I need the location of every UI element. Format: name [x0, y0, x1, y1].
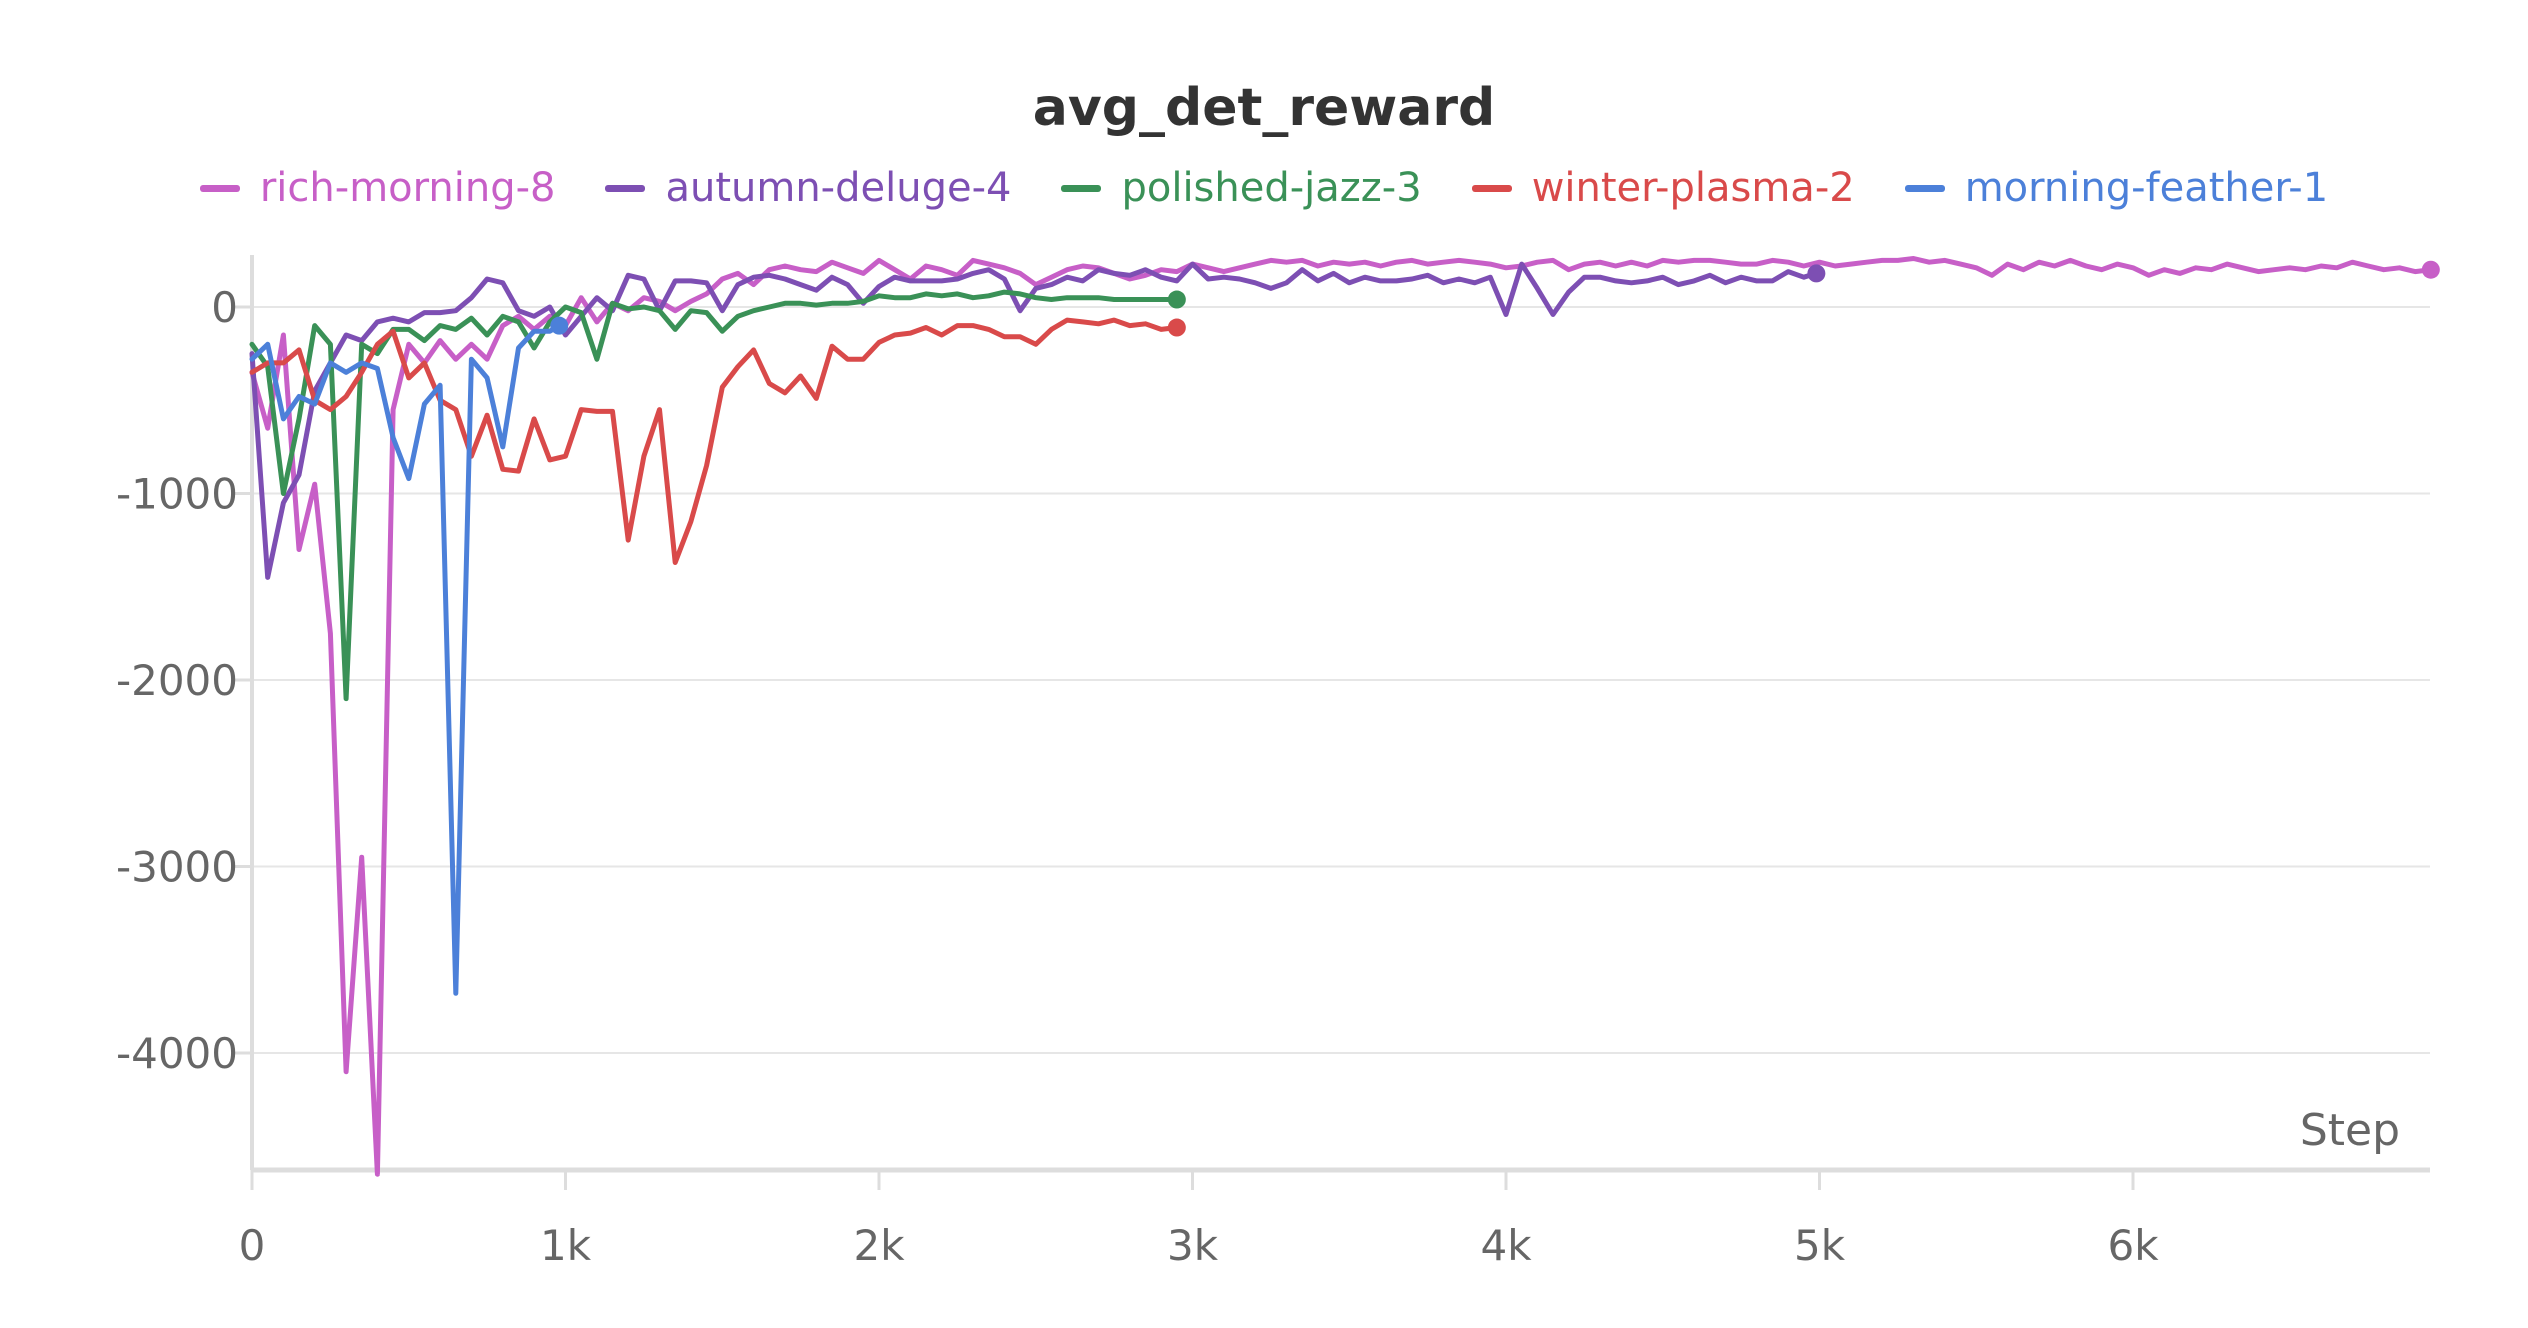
legend-swatch: [1061, 184, 1102, 192]
y-tick-label: -2000: [116, 656, 238, 705]
legend-swatch: [199, 184, 240, 192]
legend-item-polished-jazz-3: polished-jazz-3: [1061, 165, 1422, 211]
legend-label: polished-jazz-3: [1121, 165, 1422, 211]
x-tick-label: 2k: [853, 1221, 905, 1270]
legend-label: rich-morning-8: [259, 165, 556, 211]
x-tick-label: 1k: [540, 1221, 592, 1270]
legend-label: autumn-deluge-4: [665, 165, 1012, 211]
series-line-rich-morning-8: [249, 256, 2434, 1177]
series-line-polished-jazz-3: [249, 289, 1180, 702]
y-tick-label: -4000: [116, 1029, 238, 1078]
x-tick-label: 5k: [1794, 1221, 1846, 1270]
chart-title: avg_det_reward: [1032, 78, 1496, 138]
legend-item-winter-plasma-2: winter-plasma-2: [1471, 165, 1855, 211]
y-tick-label: -3000: [116, 843, 238, 892]
legend-label: winter-plasma-2: [1531, 165, 1855, 211]
legend-item-rich-morning-8: rich-morning-8: [199, 165, 556, 211]
x-axis-label: Step: [2300, 1105, 2400, 1156]
y-tick-label: -1000: [116, 470, 238, 519]
series-line-winter-plasma-2: [249, 317, 1180, 565]
series-line-morning-feather-1: [249, 323, 562, 996]
series-end-marker-morning-feather-1: [550, 316, 569, 335]
legend-label: morning-feather-1: [1964, 165, 2329, 211]
series-end-marker-winter-plasma-2: [1167, 318, 1186, 337]
legend: rich-morning-8 autumn-deluge-4 polished-ja…: [0, 165, 2528, 211]
legend-swatch: [605, 184, 646, 192]
legend-swatch: [1904, 184, 1945, 192]
legend-item-autumn-deluge-4: autumn-deluge-4: [605, 165, 1011, 211]
y-tick-label: 0: [211, 283, 238, 332]
series-line-autumn-deluge-4: [249, 261, 1819, 580]
legend-item-morning-feather-1: morning-feather-1: [1904, 165, 2329, 211]
x-tick-label: 0: [239, 1221, 266, 1270]
x-tick-label: 3k: [1167, 1221, 1219, 1270]
series-end-marker-rich-morning-8: [2421, 260, 2440, 279]
series-end-marker-polished-jazz-3: [1167, 290, 1186, 309]
series-end-marker-autumn-deluge-4: [1807, 264, 1826, 283]
legend-swatch: [1471, 184, 1512, 192]
x-tick-label: 4k: [1480, 1221, 1532, 1270]
x-tick-label: 6k: [2107, 1221, 2159, 1270]
